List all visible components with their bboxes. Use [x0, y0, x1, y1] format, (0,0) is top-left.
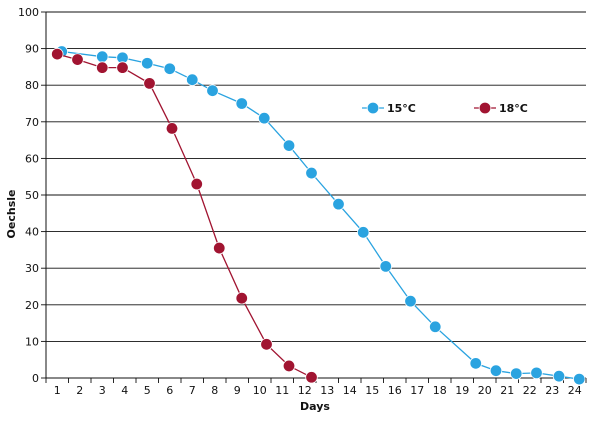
- data-point: [282, 359, 296, 373]
- data-point: [305, 166, 318, 180]
- x-tick-label: 23: [545, 384, 559, 397]
- y-axis-title: Oechsle: [5, 190, 18, 239]
- y-tick-label: 90: [25, 43, 39, 56]
- data-point: [235, 292, 248, 305]
- y-tick-label: 70: [25, 116, 39, 129]
- x-tick-label: 4: [121, 384, 128, 397]
- data-point: [260, 338, 273, 351]
- x-tick-label: 2: [76, 384, 83, 397]
- y-tick-label: 0: [32, 372, 39, 385]
- series-lines: [51, 45, 586, 386]
- x-tick-label: 21: [500, 384, 514, 397]
- legend-label: 15°C: [387, 102, 416, 115]
- legend-marker: [366, 101, 380, 115]
- y-tick-label: 30: [25, 262, 39, 275]
- data-point: [165, 122, 179, 135]
- x-tick-label: 5: [144, 384, 151, 397]
- series-group: [55, 45, 586, 386]
- series-line: [61, 50, 580, 380]
- x-tick-label: 22: [523, 384, 537, 397]
- legend-item: 15°C: [362, 101, 416, 115]
- legend-item: 18°C: [474, 101, 528, 115]
- data-point: [282, 139, 296, 152]
- x-tick-label: 20: [478, 384, 492, 397]
- x-tick-label: 1: [54, 384, 61, 397]
- data-point: [530, 366, 543, 380]
- series-group: [51, 47, 318, 384]
- data-point: [258, 111, 271, 125]
- y-tick-label: 40: [25, 226, 39, 239]
- y-tick-label: 50: [25, 189, 39, 202]
- y-tick-label: 20: [25, 299, 39, 312]
- data-point: [190, 177, 203, 191]
- data-point: [404, 294, 417, 308]
- x-tick-label: 15: [365, 384, 379, 397]
- x-tick-label: 11: [275, 384, 289, 397]
- data-point: [469, 357, 482, 370]
- data-point: [332, 197, 345, 211]
- data-point: [206, 84, 219, 97]
- data-point: [96, 50, 109, 63]
- data-point: [51, 47, 64, 61]
- legend-label: 18°C: [499, 102, 528, 115]
- y-tick-label: 100: [18, 6, 39, 19]
- data-point: [213, 241, 226, 255]
- legend-marker: [478, 101, 492, 115]
- x-tick-label: 16: [388, 384, 402, 397]
- y-tick-label: 60: [25, 152, 39, 165]
- data-point: [552, 369, 566, 383]
- x-tick-label: 3: [99, 384, 106, 397]
- x-axis-title: Days: [300, 400, 330, 413]
- x-tick-label: 7: [189, 384, 196, 397]
- y-tick-label: 10: [25, 335, 39, 348]
- data-point: [510, 367, 523, 380]
- series-line: [57, 53, 312, 378]
- x-tick-label: 24: [568, 384, 582, 397]
- x-tick-label: 18: [433, 384, 447, 397]
- data-point: [186, 73, 199, 86]
- data-point: [305, 371, 318, 384]
- data-point: [429, 320, 442, 333]
- x-tick-label: 14: [343, 384, 357, 397]
- data-point: [163, 62, 176, 75]
- data-point: [489, 364, 503, 377]
- grid-lines: [46, 11, 586, 342]
- data-point: [141, 57, 154, 70]
- legend: 15°C 18°C: [362, 101, 528, 115]
- data-point: [235, 97, 248, 110]
- data-point: [357, 226, 370, 239]
- x-tick-label: 17: [410, 384, 424, 397]
- x-tick-label: 6: [166, 384, 173, 397]
- x-tick-label: 12: [298, 384, 312, 397]
- data-point: [143, 77, 156, 90]
- data-point: [71, 53, 84, 66]
- x-tick-label: 10: [253, 384, 267, 397]
- x-tick-label: 19: [455, 384, 469, 397]
- data-point: [116, 61, 129, 74]
- x-tick-label: 9: [234, 384, 241, 397]
- x-tick-label: 13: [320, 384, 334, 397]
- data-point: [573, 372, 586, 386]
- data-point: [379, 260, 392, 273]
- y-tick-label: 80: [25, 79, 39, 92]
- data-point: [96, 61, 109, 74]
- x-tick-label: 8: [211, 384, 218, 397]
